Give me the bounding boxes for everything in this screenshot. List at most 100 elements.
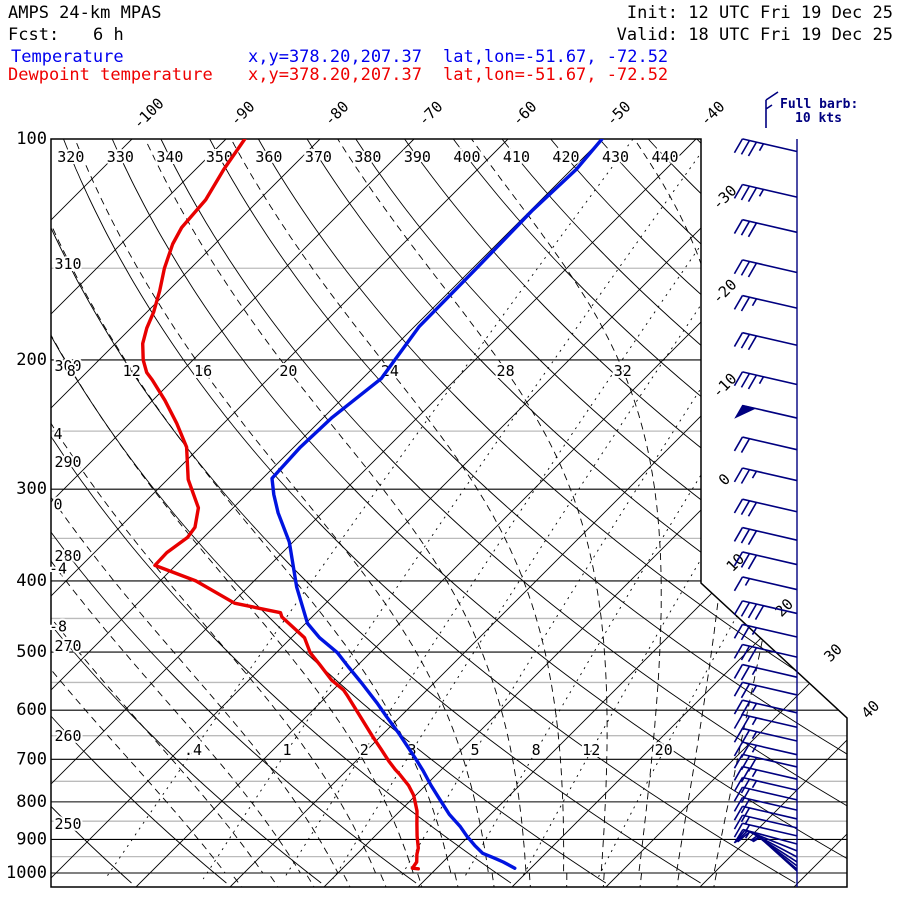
svg-text:300: 300 <box>54 357 81 375</box>
svg-text:440: 440 <box>651 148 678 166</box>
init-label: Init: <box>626 3 679 23</box>
wind-barb <box>733 371 798 390</box>
plot-border <box>50 138 848 888</box>
svg-text:40: 40 <box>858 697 884 723</box>
svg-text:400: 400 <box>453 148 480 166</box>
svg-text:310: 310 <box>54 255 81 273</box>
svg-text:-50: -50 <box>603 98 635 130</box>
init-time: Init: 12 UTC Fri 19 Dec 25 <box>493 5 893 22</box>
wind-barb <box>733 805 798 823</box>
svg-text:410: 410 <box>503 148 530 166</box>
svg-text:-60: -60 <box>509 98 541 130</box>
init-value: 12 UTC Fri 19 Dec 25 <box>688 3 893 23</box>
temperature-gridpoint-xy: x,y=378.20,207.37 <box>248 47 422 67</box>
svg-text:500: 500 <box>16 642 47 662</box>
wind-barb <box>733 436 798 453</box>
svg-text:-70: -70 <box>415 98 447 130</box>
svg-text:16: 16 <box>194 362 212 380</box>
svg-text:20: 20 <box>655 741 673 759</box>
svg-text:-10: -10 <box>709 370 741 402</box>
wind-barb <box>733 765 798 783</box>
wind-barb <box>733 526 798 546</box>
wind-barb <box>733 814 798 830</box>
svg-text:270: 270 <box>54 637 81 655</box>
svg-text:1000: 1000 <box>6 863 47 883</box>
svg-text:2: 2 <box>360 741 369 759</box>
svg-text:330: 330 <box>107 148 134 166</box>
svg-text:320: 320 <box>57 148 84 166</box>
wind-barb <box>733 576 798 592</box>
sample-barb-icon <box>765 91 779 128</box>
wind-barb <box>733 331 798 351</box>
wind-barb <box>733 753 798 772</box>
barb-legend-line1: Full barb: <box>780 97 858 112</box>
dewpoint-latlon: lat,lon=-51.67, -72.52 <box>443 65 669 85</box>
valid-value: 18 UTC Fri 19 Dec 25 <box>688 25 893 45</box>
wind-barb <box>733 183 798 203</box>
valid-label: Valid: <box>616 25 679 45</box>
wind-barb <box>733 786 798 804</box>
wind-barb <box>752 832 798 872</box>
svg-text:0: 0 <box>53 496 62 514</box>
thermodynamic-gridlines <box>51 139 847 887</box>
wind-barb <box>733 138 798 157</box>
dewpoint-curve <box>141 139 420 871</box>
forecast-hour-label: Fcst: <box>8 25 60 45</box>
svg-text:380: 380 <box>354 148 381 166</box>
svg-text:1: 1 <box>283 741 292 759</box>
svg-text:360: 360 <box>255 148 282 166</box>
svg-text:290: 290 <box>54 453 81 471</box>
svg-text:0: 0 <box>715 470 734 489</box>
svg-text:32: 32 <box>614 362 632 380</box>
svg-text:340: 340 <box>156 148 183 166</box>
svg-text:-100: -100 <box>129 94 167 132</box>
wind-barb <box>733 259 798 278</box>
svg-text:700: 700 <box>16 749 47 769</box>
svg-text:420: 420 <box>552 148 579 166</box>
svg-text:200: 200 <box>16 350 47 370</box>
svg-text:4: 4 <box>53 425 62 443</box>
svg-text:600: 600 <box>16 700 47 720</box>
wind-barb <box>733 681 798 699</box>
svg-text:30: 30 <box>820 640 846 666</box>
svg-text:28: 28 <box>497 362 515 380</box>
valid-time: Valid: 18 UTC Fri 19 Dec 25 <box>493 27 893 44</box>
wind-barb <box>733 663 798 681</box>
svg-text:-20: -20 <box>709 276 741 308</box>
wind-barb <box>733 218 798 238</box>
wind-barb-column <box>733 138 798 887</box>
pressure-major-gridlines <box>51 138 847 874</box>
svg-text:100: 100 <box>16 129 47 149</box>
wind-barb-legend: Full barb: 10 kts <box>765 91 858 128</box>
svg-text:-8: -8 <box>49 617 67 635</box>
svg-text:400: 400 <box>16 571 47 591</box>
wind-barb <box>733 294 798 312</box>
svg-text:-4: -4 <box>49 560 67 578</box>
svg-text:8: 8 <box>532 741 541 759</box>
wind-barb <box>734 404 798 419</box>
wind-barb <box>733 776 798 794</box>
wind-barb <box>733 551 798 570</box>
wind-barb <box>733 467 798 484</box>
svg-text:5: 5 <box>471 741 480 759</box>
pressure-minor-gridlines <box>51 267 847 858</box>
svg-text:250: 250 <box>54 815 81 833</box>
svg-text:20: 20 <box>279 362 297 380</box>
svg-text:12: 12 <box>582 741 600 759</box>
svg-text:-80: -80 <box>321 98 353 130</box>
svg-text:8: 8 <box>67 362 76 380</box>
svg-text:370: 370 <box>305 148 332 166</box>
sounding-curves <box>141 139 604 871</box>
wind-barb <box>733 498 798 517</box>
svg-text:-90: -90 <box>227 98 259 130</box>
model-title: AMPS 24-km MPAS <box>8 3 162 23</box>
svg-text:260: 260 <box>54 727 81 745</box>
barb-legend-line2: 10 kts <box>795 111 842 126</box>
wind-barb <box>733 699 798 717</box>
svg-text:300: 300 <box>16 479 47 499</box>
svg-text:-40: -40 <box>697 98 729 130</box>
dewpoint-gridpoint-xy: x,y=378.20,207.37 <box>248 65 422 85</box>
svg-text:.4: .4 <box>184 741 202 759</box>
